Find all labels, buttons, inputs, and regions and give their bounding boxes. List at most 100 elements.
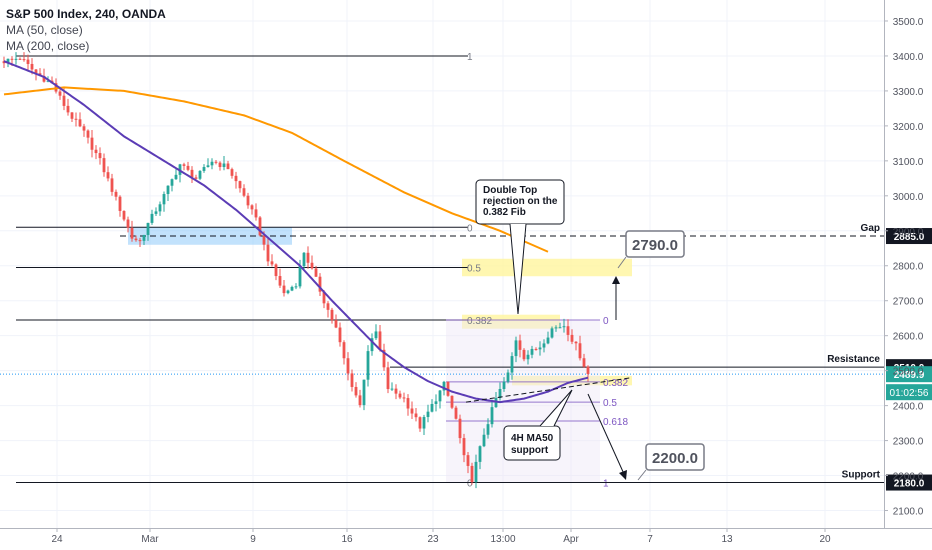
fib-label: 0.382 xyxy=(467,316,492,327)
candle-body xyxy=(238,181,242,189)
candle-body xyxy=(82,126,86,131)
candle-body xyxy=(534,348,538,350)
x-tick-label: 7 xyxy=(647,534,653,545)
candle-body xyxy=(386,367,390,390)
y-tick-label: 3400.0 xyxy=(893,52,924,63)
fib-0382-zone xyxy=(512,375,632,386)
fib-label: 0 xyxy=(603,316,609,327)
candle-body xyxy=(310,262,314,269)
candle-body xyxy=(34,69,38,74)
candle-body xyxy=(470,465,474,483)
double-top-pointer xyxy=(509,223,527,315)
candle-body xyxy=(302,252,306,267)
candle-body xyxy=(586,366,590,374)
fibonacci-levels: 1 0 0.5 0.382 0 0 0.382 0.5 0.618 1 xyxy=(16,52,628,490)
candle-body xyxy=(538,347,542,350)
candle-body xyxy=(90,137,94,150)
candle-body xyxy=(518,340,522,350)
candle-body xyxy=(498,388,502,399)
candle-body xyxy=(126,219,130,228)
candle-body xyxy=(406,398,410,409)
fib-label: 0.618 xyxy=(603,417,628,428)
candle-body xyxy=(278,276,282,286)
candle-body xyxy=(202,167,206,171)
candle-body xyxy=(410,408,414,414)
candle-body xyxy=(542,343,546,348)
candle-body xyxy=(26,59,30,64)
candle-body xyxy=(314,268,318,277)
candle-body xyxy=(42,75,46,82)
y-tick-label: 2500.0 xyxy=(893,367,924,378)
y-tick-label: 2200.0 xyxy=(893,472,924,483)
target-down-connector xyxy=(637,469,647,481)
candle-body xyxy=(182,164,186,166)
ma50-legend[interactable]: MA (50, close) xyxy=(6,23,83,37)
candle-body xyxy=(226,163,230,170)
candle-body xyxy=(114,191,118,197)
candle-body xyxy=(574,341,578,344)
double-top-text: Double Top xyxy=(483,185,537,196)
y-tick-label: 3200.0 xyxy=(893,122,924,133)
current-price-label: 2489.9 xyxy=(894,370,925,381)
candle-body xyxy=(22,59,26,61)
candle-body xyxy=(474,461,478,483)
candle-body xyxy=(582,358,586,367)
fib-label: 0 xyxy=(467,479,473,490)
x-tick-label: 23 xyxy=(427,534,439,545)
candle-body xyxy=(170,179,174,186)
candle-body xyxy=(442,381,446,391)
target-up-connector xyxy=(617,256,627,269)
fib-label: 0 xyxy=(467,223,473,234)
up-arrow-head xyxy=(612,276,620,284)
candle-body xyxy=(370,338,374,352)
candle-body xyxy=(250,205,254,210)
candle-body xyxy=(70,112,74,119)
candle-body xyxy=(130,227,134,239)
candle-body xyxy=(142,234,146,241)
y-tick-label: 3500.0 xyxy=(893,17,924,28)
double-top-zone xyxy=(462,314,560,329)
fib-label: 0.5 xyxy=(603,398,617,409)
x-tick-label: 24 xyxy=(51,534,63,545)
candle-body xyxy=(462,438,466,456)
candle-body xyxy=(550,328,554,338)
candle-body xyxy=(342,342,346,359)
candle-body xyxy=(414,413,418,418)
candle-body xyxy=(154,211,158,214)
candle-body xyxy=(366,351,370,380)
candle-body xyxy=(74,118,78,120)
candle-body xyxy=(382,349,386,368)
y-tick-label: 2900.0 xyxy=(893,227,924,238)
level-price-label: 2180.0 xyxy=(894,479,925,490)
ma200-legend[interactable]: MA (200, close) xyxy=(6,39,90,53)
candle-body xyxy=(494,398,498,408)
candle-body xyxy=(46,80,50,82)
candle-body xyxy=(254,209,258,218)
candle-body xyxy=(266,244,270,262)
candle-body xyxy=(466,455,470,466)
y-tick-label: 2800.0 xyxy=(893,262,924,273)
candle-body xyxy=(174,174,178,180)
target-up-label: 2790.0 xyxy=(632,237,678,254)
price-axis: 2885.02510.02180.02489.901:02:562100.022… xyxy=(884,0,932,528)
time-axis: 24 Mar 9 16 23 13:00 Apr 7 13 20 xyxy=(0,528,932,545)
x-tick-label: 9 xyxy=(250,534,256,545)
candle-body xyxy=(102,158,106,173)
y-tick-label: 2600.0 xyxy=(893,332,924,343)
candle-body xyxy=(434,401,438,404)
candle-body xyxy=(258,217,262,236)
double-top-text: 0.382 Fib xyxy=(483,207,526,218)
symbol-title: S&P 500 Index, 240, OANDA xyxy=(6,7,166,21)
candle-body xyxy=(322,291,326,304)
candle-body xyxy=(530,348,534,355)
candle-body xyxy=(478,446,482,462)
candle-body xyxy=(454,407,458,419)
countdown-label: 01:02:56 xyxy=(890,388,929,399)
x-tick-label: Mar xyxy=(141,534,159,545)
candle-body xyxy=(458,418,462,439)
candle-body xyxy=(14,58,18,60)
x-tick-label: 13:00 xyxy=(490,534,515,545)
